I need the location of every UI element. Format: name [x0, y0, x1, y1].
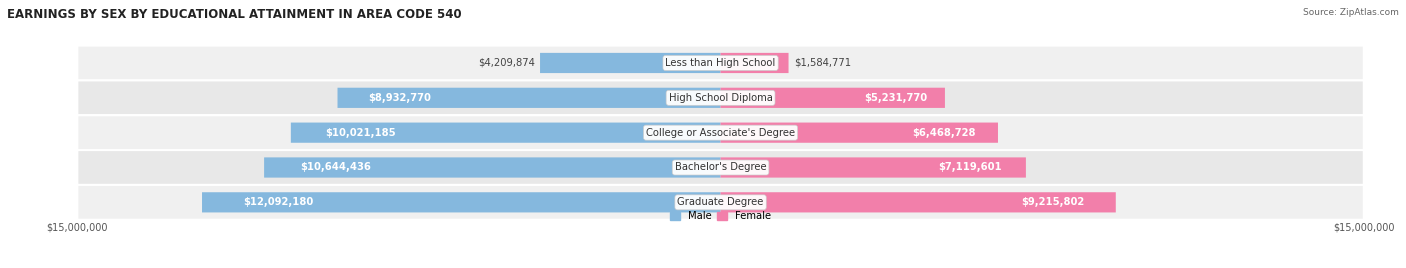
- Text: $10,644,436: $10,644,436: [301, 162, 371, 173]
- FancyBboxPatch shape: [337, 88, 721, 108]
- FancyBboxPatch shape: [77, 115, 1364, 150]
- FancyBboxPatch shape: [202, 192, 721, 213]
- Text: $5,231,770: $5,231,770: [863, 93, 927, 103]
- Text: $7,119,601: $7,119,601: [938, 162, 1001, 173]
- Text: $4,209,874: $4,209,874: [478, 58, 534, 68]
- FancyBboxPatch shape: [77, 150, 1364, 185]
- Text: College or Associate's Degree: College or Associate's Degree: [645, 128, 796, 138]
- FancyBboxPatch shape: [77, 80, 1364, 115]
- Text: $1,584,771: $1,584,771: [793, 58, 851, 68]
- FancyBboxPatch shape: [721, 122, 998, 143]
- Text: $10,021,185: $10,021,185: [325, 128, 396, 138]
- FancyBboxPatch shape: [721, 192, 1116, 213]
- Text: High School Diploma: High School Diploma: [669, 93, 772, 103]
- FancyBboxPatch shape: [77, 185, 1364, 220]
- Text: $12,092,180: $12,092,180: [243, 197, 314, 207]
- FancyBboxPatch shape: [721, 88, 945, 108]
- Text: Graduate Degree: Graduate Degree: [678, 197, 763, 207]
- Text: Source: ZipAtlas.com: Source: ZipAtlas.com: [1303, 8, 1399, 17]
- FancyBboxPatch shape: [264, 157, 721, 178]
- Text: $6,468,728: $6,468,728: [912, 128, 976, 138]
- Text: Less than High School: Less than High School: [665, 58, 776, 68]
- FancyBboxPatch shape: [721, 157, 1026, 178]
- FancyBboxPatch shape: [77, 46, 1364, 80]
- FancyBboxPatch shape: [291, 122, 721, 143]
- FancyBboxPatch shape: [540, 53, 721, 73]
- Legend: Male, Female: Male, Female: [666, 207, 775, 225]
- Text: $9,215,802: $9,215,802: [1021, 197, 1084, 207]
- Text: $8,932,770: $8,932,770: [368, 93, 432, 103]
- FancyBboxPatch shape: [721, 53, 789, 73]
- Text: EARNINGS BY SEX BY EDUCATIONAL ATTAINMENT IN AREA CODE 540: EARNINGS BY SEX BY EDUCATIONAL ATTAINMEN…: [7, 8, 461, 21]
- Text: Bachelor's Degree: Bachelor's Degree: [675, 162, 766, 173]
